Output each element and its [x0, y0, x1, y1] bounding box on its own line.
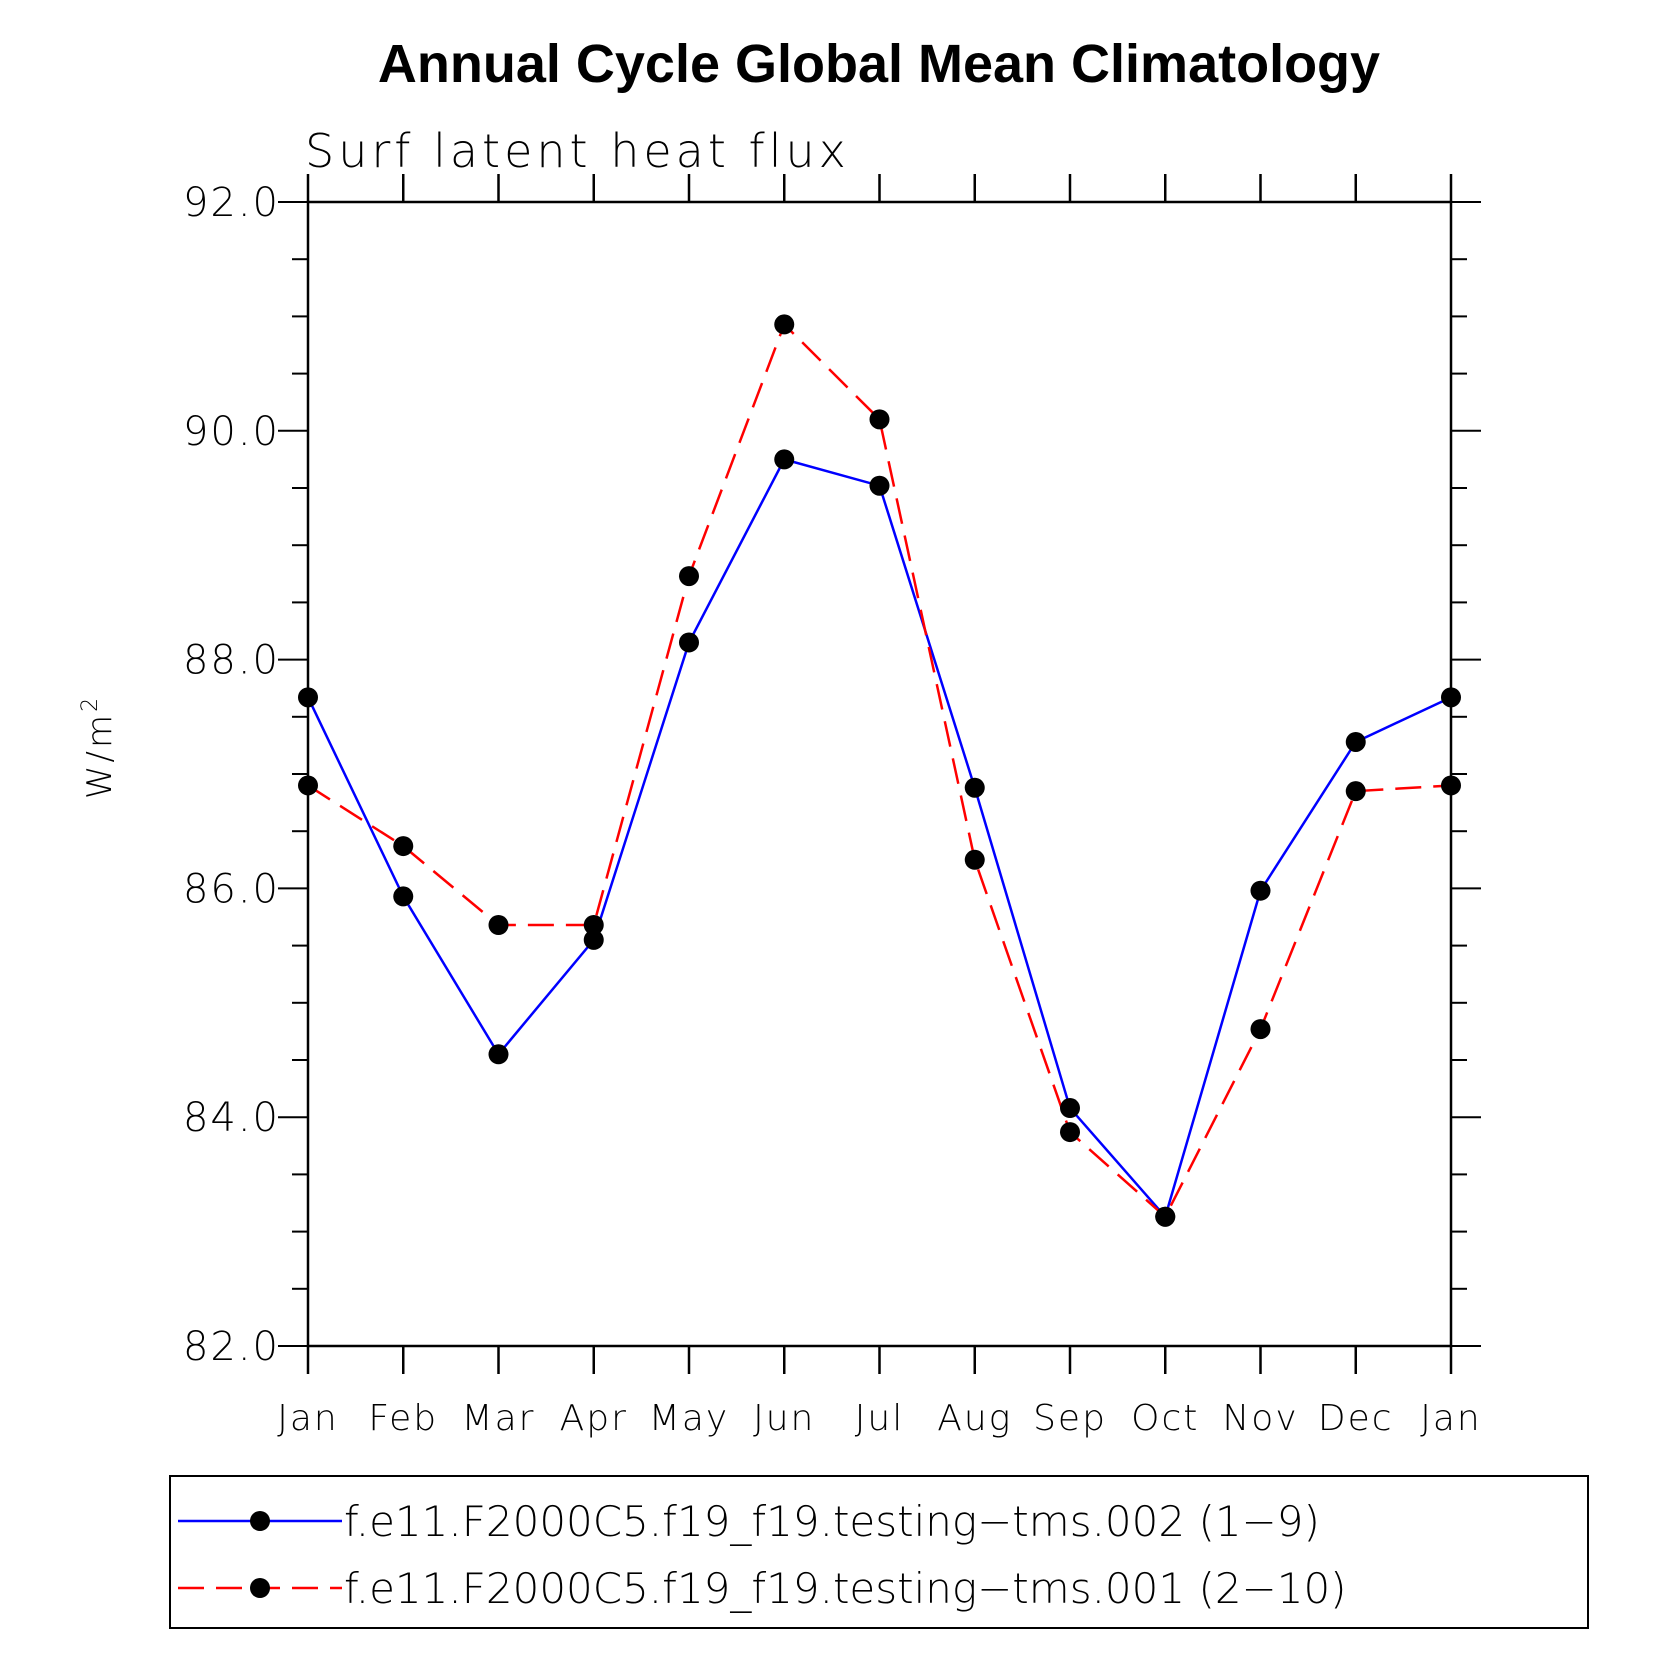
legend-marker [250, 1511, 270, 1531]
x-tick-label: Apr [560, 1398, 628, 1439]
series-line [307, 322, 1452, 1219]
y-tick-label: 92.0 [183, 180, 280, 226]
x-tick-label: Oct [1131, 1398, 1199, 1439]
x-tick-label: Sep [1033, 1398, 1107, 1439]
data-point [869, 409, 890, 430]
legend: f.e11.F2000C5.f19_f19.testing−tms.002 (1… [169, 1475, 1589, 1629]
data-point [583, 915, 604, 936]
x-tick-label: Jan [277, 1398, 339, 1439]
y-tick-label: 82.0 [183, 1324, 280, 1370]
data-point [679, 566, 699, 587]
data-point [1250, 880, 1271, 901]
data-point [488, 915, 509, 936]
data-point [964, 777, 985, 798]
y-tick-label: 88.0 [183, 638, 280, 684]
data-point [1345, 731, 1366, 752]
x-tick-label: Dec [1318, 1398, 1394, 1439]
x-tick-label: Jul [855, 1398, 904, 1439]
legend-box [169, 1475, 1589, 1629]
x-tick-label: May [649, 1398, 729, 1439]
data-point [1155, 1206, 1176, 1227]
legend-items: f.e11.F2000C5.f19_f19.testing−tms.002 (1… [178, 1497, 1347, 1613]
legend-label: f.e11.F2000C5.f19_f19.testing−tms.001 (2… [344, 1564, 1347, 1613]
data-point [1441, 687, 1461, 708]
series-line [306, 457, 1452, 1220]
series-1 [306, 457, 1452, 1220]
x-tick-label: Jun [753, 1398, 815, 1439]
data-point [679, 632, 699, 653]
y-axis-label-text: W/m [80, 712, 120, 799]
data-point [1060, 1122, 1080, 1143]
data-point [488, 1044, 509, 1065]
y-tick-label: 86.0 [183, 866, 280, 912]
data-point [774, 314, 795, 335]
y-tick-label: 90.0 [183, 409, 280, 455]
data-point [583, 929, 604, 950]
data-point [1441, 775, 1461, 796]
legend-label: f.e11.F2000C5.f19_f19.testing−tms.002 (1… [344, 1497, 1320, 1546]
x-tick-label: Aug [937, 1398, 1012, 1439]
x-tick-label: Mar [462, 1398, 536, 1439]
legend-marker [250, 1578, 270, 1598]
x-tick-label: Jan [1420, 1398, 1482, 1439]
data-point [774, 449, 795, 470]
chart-subtitle: Surf latent heat flux [305, 124, 850, 178]
data-point [393, 886, 414, 907]
data-point [1060, 1098, 1080, 1119]
data-point [1250, 1019, 1271, 1040]
data-point [964, 849, 985, 870]
y-axis-label: W/m2 [78, 695, 120, 799]
x-tick-label: Nov [1222, 1398, 1298, 1439]
plot-frame [306, 200, 1453, 1348]
x-tick-label: Feb [368, 1398, 438, 1439]
axes: 82.0 84.0 86.0 88.0 90.0 92.0 Jan Feb Mar Apr May J… [183, 174, 1482, 1439]
data-point [298, 687, 318, 708]
data-point [1345, 781, 1366, 802]
series-layer [298, 314, 1461, 1227]
y-axis-label-superscript: 2 [78, 695, 103, 712]
data-point [869, 475, 890, 496]
y-tick-label: 84.0 [183, 1095, 280, 1141]
data-point [298, 775, 318, 796]
chart-title: Annual Cycle Global Mean Climatology [378, 34, 1380, 94]
series-2 [307, 322, 1452, 1219]
data-point [393, 836, 414, 857]
